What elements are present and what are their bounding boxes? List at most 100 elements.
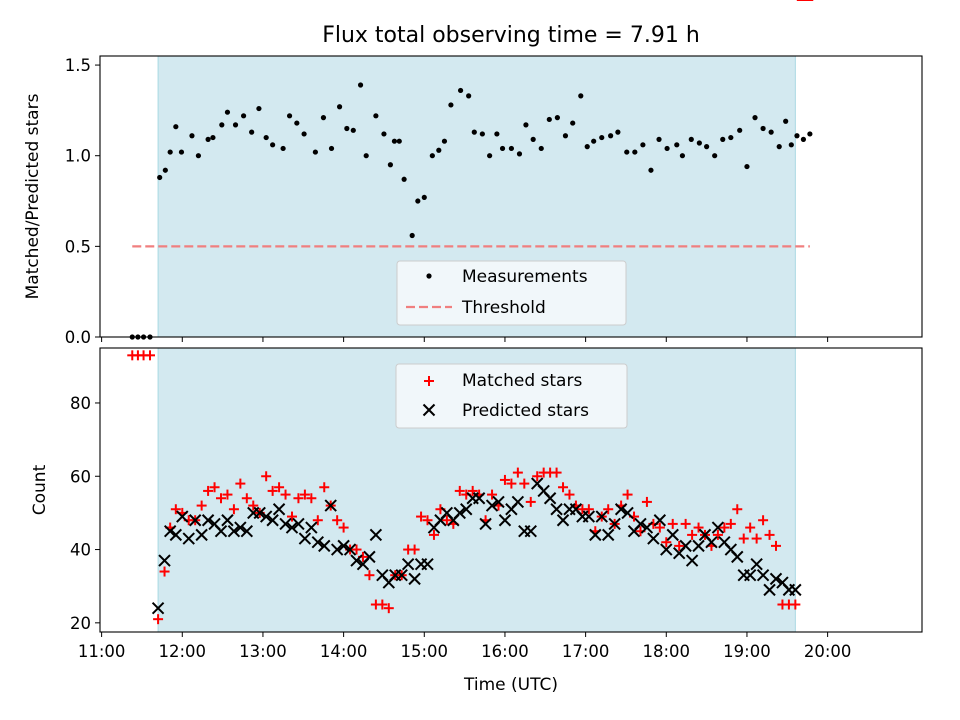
legend-matched-marker xyxy=(424,376,434,386)
predicted-star-point xyxy=(763,583,776,597)
predicted-star-b xyxy=(259,510,273,523)
predicted-star-b xyxy=(253,506,266,520)
predicted-star-point xyxy=(582,510,596,523)
matched-star-point xyxy=(738,533,749,544)
measurement-point xyxy=(615,129,621,135)
predicted-star-point xyxy=(479,517,492,531)
measurement-point xyxy=(391,138,398,144)
predicted-star-b xyxy=(227,525,241,538)
predicted-star-point xyxy=(151,601,165,615)
matched-star-point xyxy=(622,489,633,500)
matched-star-point xyxy=(299,489,310,500)
predicted-star-point xyxy=(601,528,615,542)
matched-star-point xyxy=(241,493,252,504)
matched-star-point xyxy=(725,518,736,529)
measurement-point xyxy=(441,138,448,144)
matched-star-point xyxy=(583,504,594,515)
predicted-star-b xyxy=(705,536,718,549)
measurement-point xyxy=(328,145,335,152)
predicted-star-b xyxy=(569,503,583,516)
matched-star-point xyxy=(261,471,272,482)
predicted-star-point xyxy=(608,517,621,531)
predicted-star-b xyxy=(376,568,389,582)
matched-star-point xyxy=(422,515,433,526)
matched-star-point xyxy=(680,518,691,529)
matched-star-point xyxy=(383,603,394,614)
matched-star-point xyxy=(499,474,510,485)
predicted-star-point xyxy=(311,536,325,549)
predicted-star-b xyxy=(151,601,165,615)
predicted-star-b xyxy=(756,568,770,582)
matched-star-point xyxy=(454,485,465,496)
measurement-point xyxy=(415,198,421,204)
measurement-point xyxy=(624,149,630,155)
measurement-point xyxy=(712,153,718,159)
matched-star-point xyxy=(770,540,781,551)
predicted-star-point xyxy=(498,514,512,527)
predicted-star-point xyxy=(176,510,189,523)
matched-star-point xyxy=(667,518,678,529)
count-y-axis-label: Count xyxy=(30,464,50,515)
predicted-star-point xyxy=(318,539,331,553)
measurement-point xyxy=(162,167,168,173)
predicted-star-point xyxy=(472,492,486,505)
predicted-star-point xyxy=(324,499,337,512)
predicted-star-point xyxy=(692,539,705,553)
matched-star-point xyxy=(203,485,214,496)
measurement-point xyxy=(704,144,710,150)
measurement-point xyxy=(270,142,276,148)
x-tick-label: 11:00 xyxy=(78,642,126,661)
predicted-star-b xyxy=(401,557,415,571)
count-legend: Matched stars Predicted stars xyxy=(395,363,628,429)
x-axis-label: Time (UTC) xyxy=(463,675,558,695)
predicted-star-point xyxy=(556,514,570,527)
predicted-star-point xyxy=(395,568,408,582)
predicted-star-point xyxy=(253,506,266,520)
predicted-star-b xyxy=(472,492,486,505)
ratio-panel: 0.0 0.5 1.0 1.5 Matched/Predicted stars Mea… xyxy=(23,55,923,347)
predicted-star-point xyxy=(195,528,208,542)
predicted-star-b xyxy=(408,572,421,586)
predicted-star-point xyxy=(266,514,279,527)
matched-star-point xyxy=(196,500,207,511)
predicted-star-b xyxy=(789,583,802,597)
legend-threshold-label: Threshold xyxy=(461,298,546,318)
count-legend-box xyxy=(395,363,628,429)
matched-star-point xyxy=(145,350,156,361)
predicted-star-b xyxy=(647,532,660,545)
predicted-star-point xyxy=(789,583,802,597)
measurement-point xyxy=(336,104,343,110)
x-tick-label: 16:00 xyxy=(481,642,529,661)
measurement-point xyxy=(648,167,654,173)
legend-measurements-label: Measurements xyxy=(462,267,588,287)
predicted-star-b xyxy=(679,539,692,553)
measurement-point xyxy=(294,120,300,126)
x-tick-label: 18:00 xyxy=(643,642,691,661)
measurement-point xyxy=(280,145,286,152)
predicted-star-b xyxy=(479,517,492,531)
predicted-star-point xyxy=(660,543,673,556)
bot-y-tick-label: 40 xyxy=(70,541,91,560)
measurement-point xyxy=(256,105,262,112)
matched-star-point xyxy=(312,515,323,526)
ratio-panel-marks xyxy=(129,82,813,340)
measurement-point xyxy=(479,131,485,137)
predicted-star-b xyxy=(363,550,376,564)
predicted-star-point xyxy=(363,550,376,564)
predicted-star-point xyxy=(298,532,312,545)
matched-star-point xyxy=(170,504,181,515)
measurement-point xyxy=(737,127,743,133)
predicted-star-b xyxy=(324,499,337,512)
measurement-point xyxy=(776,144,782,150)
matched-star-point xyxy=(551,467,562,478)
matched-star-point xyxy=(525,496,536,507)
predicted-star-b xyxy=(582,510,596,523)
bot-y-tick-label: 60 xyxy=(70,467,91,486)
measurement-point xyxy=(554,115,560,121)
measurement-point xyxy=(664,145,670,152)
predicted-star-point xyxy=(188,514,202,527)
measurement-point xyxy=(157,174,163,181)
matched-star-point xyxy=(719,522,730,533)
predicted-star-b xyxy=(158,554,171,567)
measurement-point xyxy=(591,138,597,144)
